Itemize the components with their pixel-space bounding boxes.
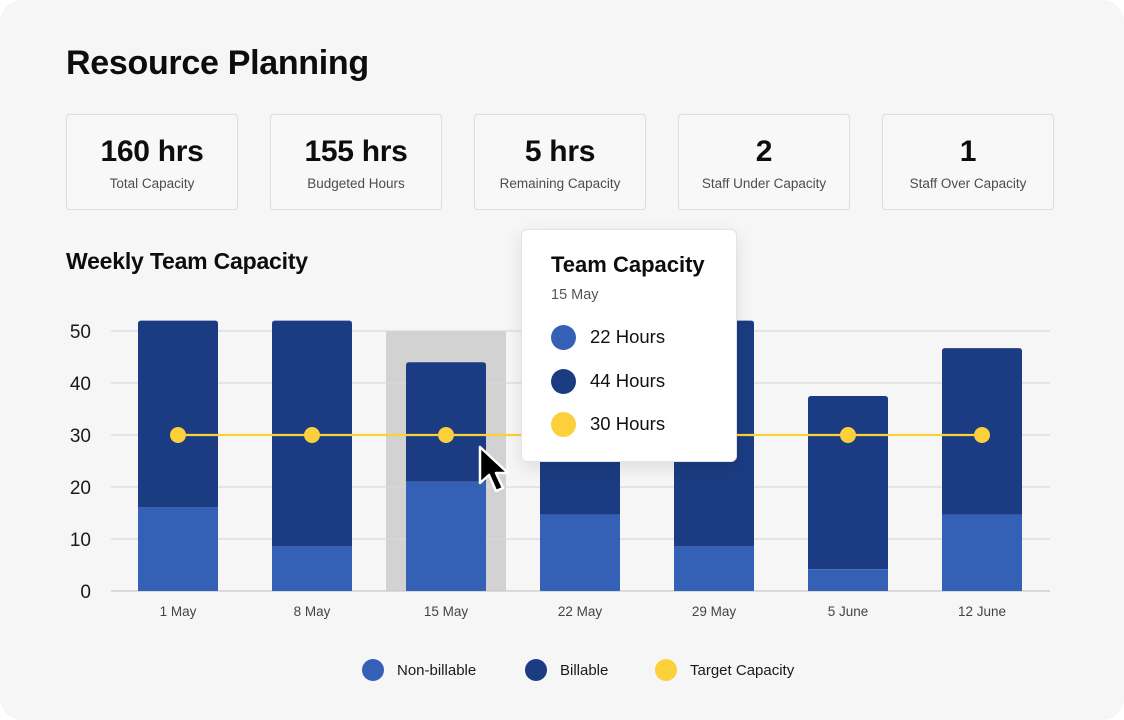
kpi-card-staff-over-capacity: 1 Staff Over Capacity [882, 114, 1054, 210]
legend-swatch-target-capacity [655, 659, 677, 681]
page-title: Resource Planning [66, 44, 369, 82]
tooltip-date: 15 May [551, 287, 599, 303]
tooltip-value: 30 Hours [590, 413, 666, 434]
bar-non-billable [808, 569, 888, 591]
kpi-label: Staff Under Capacity [701, 176, 827, 191]
kpi-label: Remaining Capacity [499, 176, 621, 191]
y-tick-label: 0 [80, 582, 91, 603]
chart-title: Weekly Team Capacity [66, 248, 308, 274]
team-capacity-tooltip: Team Capacity 15 May 22 Hours 44 Hours 3… [521, 229, 737, 462]
bar-non-billable [406, 481, 486, 591]
legend-label: Target Capacity [690, 661, 795, 679]
x-tick-label: 29 May [692, 604, 737, 619]
legend-item-target-capacity: Target Capacity [655, 658, 794, 682]
y-tick-label: 20 [70, 478, 91, 499]
x-tick-label: 22 May [558, 604, 603, 619]
kpi-label: Budgeted Hours [307, 176, 405, 191]
target-capacity-point [438, 427, 454, 443]
y-tick-label: 50 [70, 322, 91, 343]
kpi-card-total-capacity: 160 hrs Total Capacity [66, 114, 238, 210]
tooltip-row-billable: 44 Hours [551, 368, 665, 394]
tooltip-swatch-target [551, 411, 576, 437]
bar-billable [138, 320, 218, 508]
target-capacity-point [974, 427, 990, 443]
target-capacity-point [170, 427, 186, 443]
x-tick-label: 15 May [424, 604, 469, 619]
tooltip-title: Team Capacity [551, 252, 705, 277]
legend-item-non-billable: Non-billable [362, 658, 476, 682]
kpi-card-remaining-capacity: 5 hrs Remaining Capacity [474, 114, 646, 210]
y-tick-label: 40 [70, 374, 91, 395]
kpi-card-staff-under-capacity: 2 Staff Under Capacity [678, 114, 850, 210]
bar-non-billable [942, 514, 1022, 591]
y-tick-label: 10 [70, 530, 91, 551]
legend-label: Billable [560, 661, 609, 679]
tooltip-value: 44 Hours [590, 370, 666, 391]
bar-billable [406, 362, 486, 482]
legend-label: Non-billable [397, 661, 477, 679]
legend-item-billable: Billable [525, 658, 608, 682]
legend-swatch-non-billable [362, 659, 384, 681]
x-tick-label: 1 May [160, 604, 197, 619]
kpi-card-budgeted-hours: 155 hrs Budgeted Hours [270, 114, 442, 210]
target-capacity-point [840, 427, 856, 443]
tooltip-row-target: 30 Hours [551, 411, 665, 437]
kpi-value: 160 hrs [100, 135, 204, 168]
bar-non-billable [138, 507, 218, 591]
kpi-label: Total Capacity [109, 176, 195, 191]
tooltip-row-non-billable: 22 Hours [551, 324, 665, 350]
tooltip-swatch-billable [551, 368, 576, 394]
tooltip-value: 22 Hours [590, 326, 666, 347]
x-tick-label: 5 June [828, 604, 869, 619]
kpi-label: Staff Over Capacity [909, 176, 1027, 191]
kpi-value: 5 hrs [524, 135, 596, 168]
x-tick-label: 8 May [294, 604, 331, 619]
kpi-value: 1 [959, 135, 977, 168]
bar-billable [808, 396, 888, 570]
bar-non-billable [674, 546, 754, 591]
arrow-cursor-icon [478, 445, 510, 493]
y-tick-label: 30 [70, 426, 91, 447]
x-tick-label: 12 June [958, 604, 1006, 619]
kpi-value: 155 hrs [304, 135, 408, 168]
target-capacity-point [304, 427, 320, 443]
bar-non-billable [540, 514, 620, 591]
kpi-value: 2 [755, 135, 773, 168]
bar-non-billable [272, 546, 352, 591]
tooltip-swatch-non-billable [551, 324, 576, 350]
legend-swatch-billable [525, 659, 547, 681]
